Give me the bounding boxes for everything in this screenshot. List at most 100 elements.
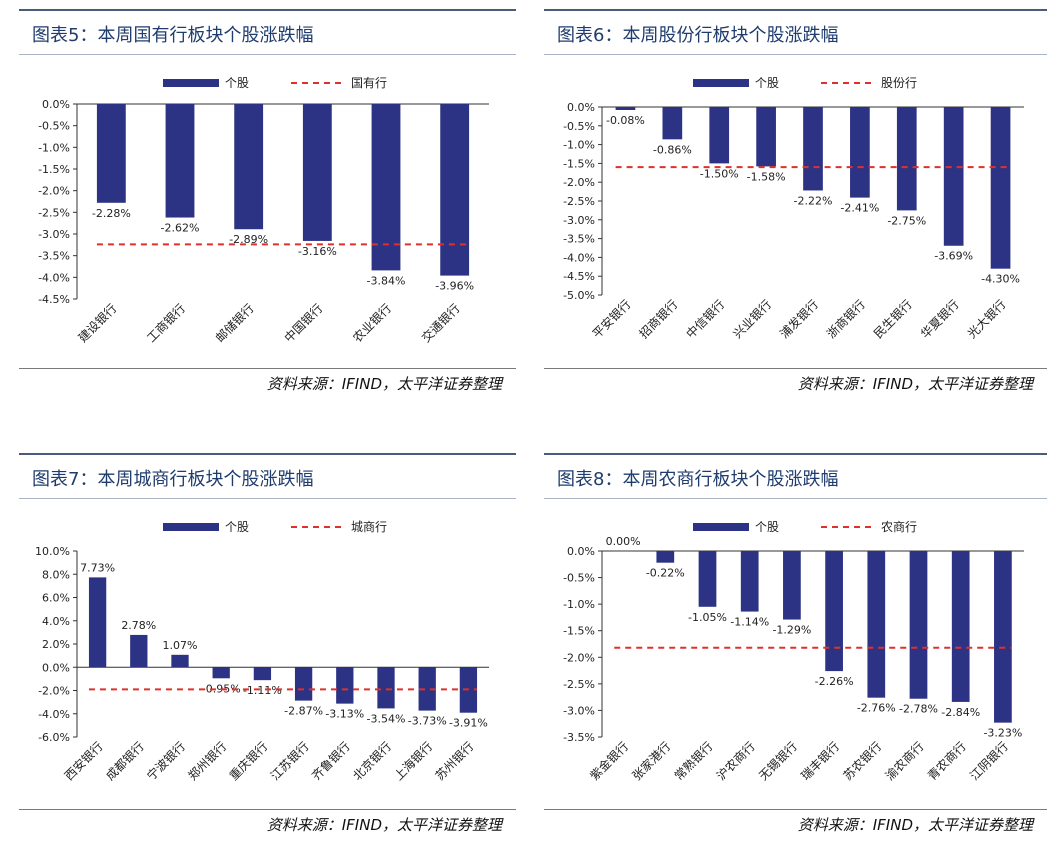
y-tick-label: 0.0% <box>42 98 70 111</box>
bar <box>951 551 970 702</box>
y-tick-label: -3.5% <box>563 731 595 744</box>
y-tick-label: -3.5% <box>38 250 70 263</box>
bar <box>709 107 730 164</box>
bar <box>803 107 823 191</box>
y-tick-label: -3.5% <box>563 233 595 246</box>
bar <box>253 667 272 681</box>
x-tick-label: 邮储银行 <box>212 301 257 346</box>
x-tick-label: 交通银行 <box>418 301 463 346</box>
data-label: -2.75% <box>887 214 926 227</box>
x-tick-label: 宁波银行 <box>144 739 189 784</box>
data-label: -1.14% <box>730 616 769 629</box>
y-tick-label: -2.5% <box>38 206 70 219</box>
y-tick-label: 8.0% <box>42 568 70 581</box>
legend-swatch-bar <box>693 79 749 87</box>
y-tick-label: -5.0% <box>563 289 595 302</box>
bar <box>171 654 189 668</box>
bar <box>994 551 1012 723</box>
chart-title: 图表8：本周农商行板块个股涨跌幅 <box>557 469 839 490</box>
data-label: -0.86% <box>653 143 692 156</box>
y-tick-label: -3.0% <box>563 704 595 717</box>
title-rule <box>544 54 1047 55</box>
data-label: -2.84% <box>941 706 980 719</box>
bar <box>850 107 870 198</box>
x-tick-label: 北京银行 <box>350 739 394 783</box>
data-label: -1.50% <box>700 167 739 180</box>
x-tick-label: 沪农商行 <box>713 739 758 784</box>
y-tick-label: -1.0% <box>563 139 595 152</box>
source-note: 资料来源：IFIND，太平洋证券整理 <box>797 375 1033 393</box>
bar <box>96 104 126 203</box>
bar <box>130 634 148 668</box>
data-label: -1.58% <box>747 170 786 183</box>
source-note: 资料来源：IFIND，太平洋证券整理 <box>266 375 502 393</box>
bar <box>943 107 964 246</box>
data-label: -2.22% <box>794 194 833 207</box>
x-tick-label: 张家港行 <box>629 739 674 784</box>
x-tick-label: 江阴银行 <box>967 739 1011 783</box>
data-label: -3.84% <box>367 274 406 287</box>
legend-label-bar: 个股 <box>755 520 779 534</box>
data-label: 7.73% <box>80 561 115 574</box>
y-tick-label: 2.0% <box>42 638 70 651</box>
legend-swatch-bar <box>693 523 749 531</box>
y-tick-label: -0.5% <box>563 572 595 585</box>
data-label: -2.26% <box>815 675 854 688</box>
y-tick-label: -6.0% <box>38 731 70 744</box>
data-label: -0.22% <box>646 567 685 580</box>
y-tick-label: 6.0% <box>42 592 70 605</box>
data-label: -3.96% <box>435 280 474 293</box>
x-tick-label: 成都银行 <box>103 739 147 783</box>
bar <box>614 551 632 552</box>
y-tick-label: -2.5% <box>563 678 595 691</box>
y-tick-label: -2.0% <box>38 685 70 698</box>
legend-label-bar: 个股 <box>225 76 249 90</box>
y-tick-label: -4.5% <box>563 270 595 283</box>
data-label: -3.73% <box>408 715 447 728</box>
panel-top-rule <box>19 9 516 11</box>
source-note: 资料来源：IFIND，太平洋证券整理 <box>797 816 1033 834</box>
chart-panel-state-owned: 图表5：本周国有行板块个股涨跌幅 个股 国有行 0.0% -0.5% -1.0% -1.5… <box>19 9 516 404</box>
panel-bottom-rule <box>544 809 1047 810</box>
y-tick-label: 0.0% <box>567 101 595 114</box>
data-label: -2.41% <box>840 202 879 215</box>
x-tick-label: 上海银行 <box>391 739 436 784</box>
title-rule <box>544 498 1047 499</box>
panel-top-rule <box>19 453 516 455</box>
chart-title: 图表5：本周国有行板块个股涨跌幅 <box>32 25 314 46</box>
x-tick-label: 青农商行 <box>924 739 969 784</box>
x-tick-label: 建设银行 <box>76 301 120 345</box>
y-tick-label: -1.0% <box>563 598 595 611</box>
data-label: -3.23% <box>983 727 1022 740</box>
bar-chart: 个股 股份行 0.0% -0.5% -1.0% -1.5% -2.0% -2.5% -3.0% -… <box>563 76 1024 342</box>
data-label: -1.05% <box>688 611 727 624</box>
data-label: -3.16% <box>298 245 337 258</box>
panel-top-rule <box>544 453 1047 455</box>
legend-swatch-bar <box>163 523 219 531</box>
x-tick-label: 招商银行 <box>636 297 681 342</box>
data-label: -2.87% <box>284 705 323 718</box>
data-label: -2.78% <box>899 703 938 716</box>
x-tick-label: 兴业银行 <box>730 297 774 341</box>
panel-top-rule <box>544 9 1047 11</box>
data-label: -3.13% <box>325 708 364 721</box>
bar <box>294 667 313 701</box>
bar <box>377 667 395 709</box>
y-tick-label: -2.0% <box>38 185 70 198</box>
legend-label-ref: 国有行 <box>351 76 387 90</box>
chart-panel-city-commercial: 图表7：本周城商行板块个股涨跌幅 个股 城商行 10.0% 8.0% 6.0% 4.0% 2… <box>19 453 516 838</box>
x-tick-label: 苏州银行 <box>433 739 477 783</box>
bar <box>909 551 928 699</box>
y-tick-label: -0.5% <box>563 120 595 133</box>
legend-label-ref: 农商行 <box>881 519 917 534</box>
bar <box>234 104 264 230</box>
bar <box>656 551 675 563</box>
bar <box>88 577 107 668</box>
y-tick-label: 0.0% <box>42 661 70 674</box>
x-tick-label: 浦发银行 <box>777 297 822 342</box>
y-tick-label: -1.0% <box>38 141 70 154</box>
data-label: -2.76% <box>857 702 896 715</box>
x-tick-label: 中信银行 <box>683 297 728 342</box>
bar <box>212 667 230 679</box>
bar <box>756 107 776 167</box>
